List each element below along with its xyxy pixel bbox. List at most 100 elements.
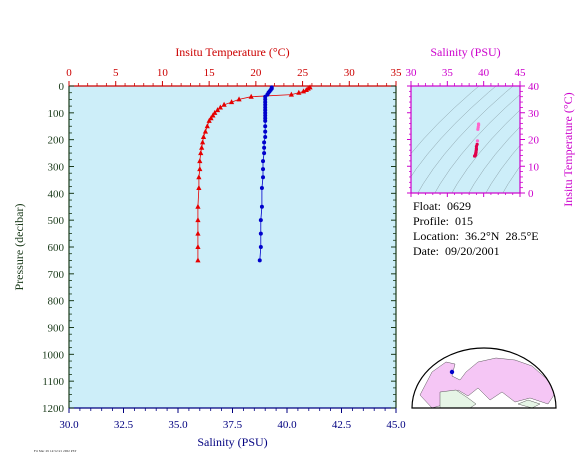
temperature-point	[210, 112, 216, 118]
ts-point	[472, 154, 477, 158]
salinity-point	[259, 185, 264, 190]
temperature-point	[236, 96, 242, 102]
density-contour	[485, 144, 520, 193]
temperature-point	[195, 244, 201, 249]
ts-plot-area	[411, 86, 520, 193]
y-tick-label: 1000	[42, 349, 65, 361]
ts-y-axis-title: Insitu Temperature (°C)	[561, 92, 575, 206]
map-land-islands	[517, 399, 541, 408]
density-contour	[417, 86, 514, 193]
density-contour	[451, 109, 520, 193]
density-contour	[434, 94, 520, 193]
ts-y-tick-label: 10	[528, 161, 540, 173]
temperature-point	[196, 184, 202, 190]
temperature-point	[200, 139, 206, 145]
ts-x-tick-label: 40	[478, 67, 490, 79]
temperature-point	[195, 217, 201, 223]
temp-tick-label: 20	[250, 67, 262, 79]
temp-axis-title: Insitu Temperature (°C)	[175, 45, 289, 59]
temperature-point	[195, 203, 201, 209]
temperature-point	[217, 104, 223, 110]
temperature-point	[198, 150, 204, 156]
y-tick-label: 500	[48, 215, 65, 227]
density-contour	[502, 166, 520, 193]
location-label: Location: 36.2°N 28.5°E	[413, 229, 539, 243]
ts-x-tick-label: 45	[515, 67, 527, 79]
ts-y-tick-label: 30	[528, 108, 540, 120]
temperature-point	[303, 87, 309, 93]
temperature-point	[197, 166, 203, 172]
density-contour	[411, 86, 497, 177]
ts-y-tick-label: 40	[528, 81, 540, 93]
temperature-point	[200, 133, 207, 139]
temp-tick-label: 5	[113, 67, 119, 79]
salinity-point	[262, 151, 267, 156]
ts-x-tick-label: 30	[406, 67, 418, 79]
salinity-point	[258, 245, 263, 249]
salinity-point	[258, 231, 263, 236]
temperature-point	[202, 128, 209, 134]
salinity-point	[261, 175, 266, 180]
salinity-point	[259, 204, 264, 209]
y-tick-label: 900	[48, 323, 65, 335]
float-location-marker	[449, 369, 455, 375]
temperature-point	[199, 144, 205, 150]
temperature-point	[296, 89, 302, 95]
salinity-point	[263, 124, 268, 129]
temperature-point	[204, 123, 210, 129]
temperature-point	[196, 174, 202, 180]
y-tick-label: 1100	[42, 376, 64, 388]
temperature-point	[288, 91, 294, 97]
temperature-point	[228, 99, 235, 105]
temp-tick-label: 35	[391, 67, 403, 79]
temperature-point	[212, 109, 218, 115]
salinity-tick-label: 42.5	[332, 419, 352, 431]
temperature-point	[195, 230, 201, 236]
temp-tick-label: 25	[297, 67, 309, 79]
ts-y-tick-label: 0	[528, 188, 534, 200]
temperature-point	[300, 88, 307, 94]
map-frame	[411, 347, 557, 409]
ts-y-tick-label: 20	[528, 135, 540, 147]
temp-tick-label: 15	[204, 67, 216, 79]
salinity-tick-label: 32.5	[114, 419, 134, 431]
salinity-point	[261, 159, 266, 164]
y-tick-label: 600	[48, 242, 65, 254]
temperature-point	[197, 158, 203, 164]
main-plot-area	[69, 86, 396, 408]
y-tick-label: 1200	[42, 403, 65, 415]
float-label: Float: 0629	[413, 199, 472, 213]
salinity-tick-label: 30.0	[59, 419, 79, 431]
y-tick-label: 100	[48, 108, 65, 120]
salinity-point	[258, 218, 263, 223]
salinity-tick-label: 37.5	[223, 419, 243, 431]
temperature-point	[214, 107, 221, 113]
density-contour	[411, 86, 480, 154]
temperature-point	[221, 101, 227, 107]
temperature-point	[195, 257, 201, 263]
y-tick-label: 400	[48, 188, 65, 200]
y-tick-label: 0	[59, 81, 65, 93]
temp-tick-label: 10	[157, 67, 169, 79]
ts-x-axis-title: Salinity (PSU)	[430, 45, 500, 59]
pressure-axis-title: Pressure (decibar)	[12, 204, 26, 291]
salinity-tick-label: 45.0	[386, 419, 406, 431]
salinity-point	[263, 134, 268, 139]
temperature-point	[248, 93, 254, 99]
timestamp-stamp: Fri Mar 29 14:52:21 2002 PST	[34, 449, 77, 453]
date-label: Date: 09/20/2001	[413, 244, 500, 258]
ts-x-tick-label: 35	[442, 67, 454, 79]
ts-point	[476, 127, 480, 131]
temp-tick-label: 0	[66, 67, 72, 79]
salinity-point	[263, 118, 268, 123]
salinity-point	[263, 129, 268, 134]
y-tick-label: 300	[48, 162, 65, 174]
temperature-point	[208, 115, 214, 121]
temperature-point	[206, 117, 212, 123]
salinity-point	[262, 140, 267, 145]
ts-point	[475, 139, 480, 143]
y-tick-label: 800	[48, 296, 65, 308]
profile-label: Profile: 015	[413, 214, 473, 228]
salinity-tick-label: 40.0	[277, 419, 297, 431]
